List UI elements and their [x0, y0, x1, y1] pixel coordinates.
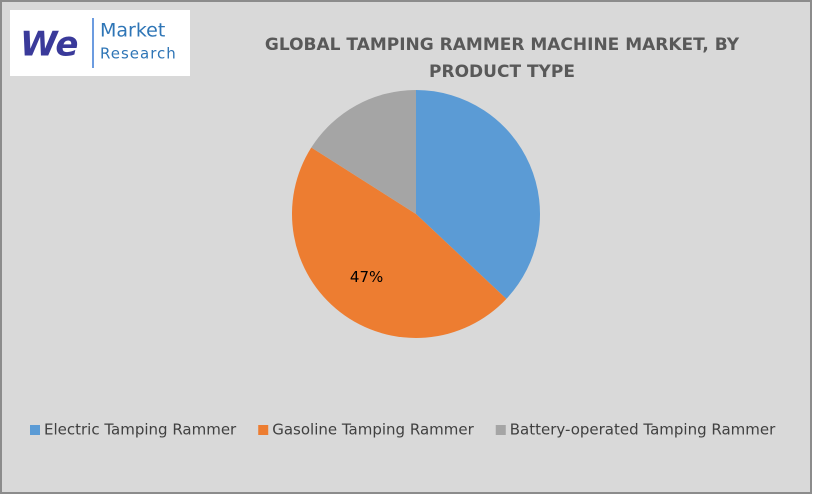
logo-line2: Research	[100, 45, 177, 63]
chart-title: GLOBAL TAMPING RAMMER MACHINE MARKET, BY…	[265, 35, 740, 82]
logo-box	[10, 10, 190, 76]
logo-mark: We	[20, 25, 78, 65]
legend-swatch	[30, 425, 40, 435]
data-label: 47%	[350, 268, 383, 286]
legend-label: Battery-operated Tamping Rammer	[510, 421, 776, 439]
logo-line1: Market	[100, 20, 165, 42]
legend-swatch	[258, 425, 269, 435]
pie-slice	[416, 90, 540, 299]
pie-slice	[311, 90, 416, 214]
logo: We Market Research	[10, 10, 190, 76]
legend-label: Gasoline Tamping Rammer	[272, 421, 474, 439]
legend-swatch	[495, 425, 506, 435]
pie-slice	[291, 147, 507, 339]
legend-label: Electric Tamping Rammer	[44, 421, 237, 439]
